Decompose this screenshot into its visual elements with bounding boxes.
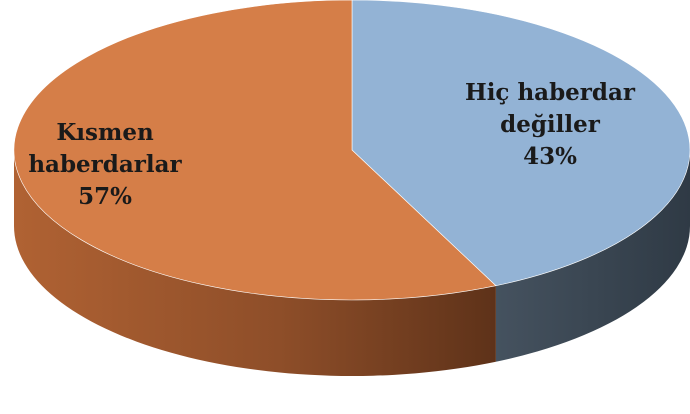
slice-label: Kısmen haberdarlar 57% bbox=[28, 119, 182, 210]
slice-label: Hiç haberdar değiller 43% bbox=[465, 79, 636, 170]
pie-slice bbox=[351, 0, 690, 287]
pie-slice-side bbox=[14, 150, 496, 376]
pie-slice-side bbox=[495, 150, 690, 362]
pie-slice bbox=[13, 0, 497, 301]
